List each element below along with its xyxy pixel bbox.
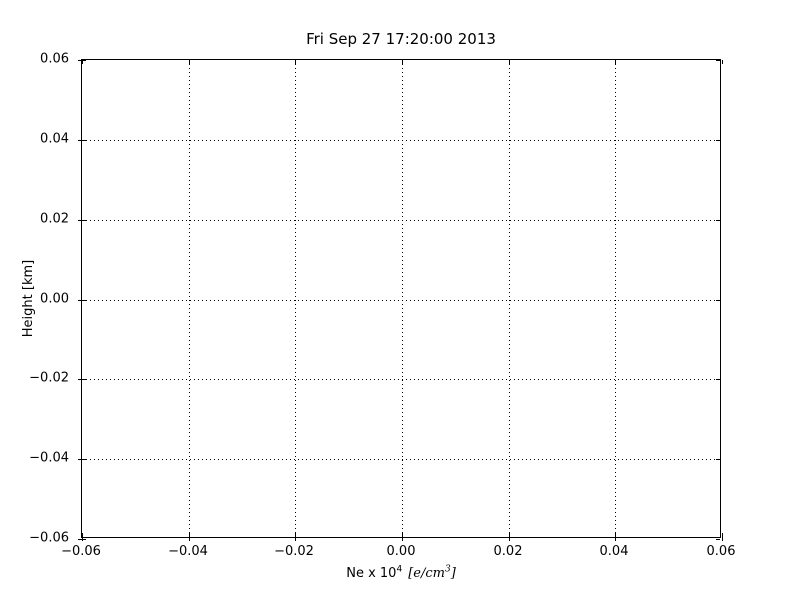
x-tick-mark-inner bbox=[189, 533, 190, 537]
page-title: Fri Sep 27 17:20:00 2013 bbox=[306, 30, 496, 48]
y-tick-mark-inner bbox=[82, 300, 86, 301]
x-tick-mark bbox=[722, 537, 723, 541]
y-tick-label: 0.04 bbox=[40, 131, 69, 147]
y-tick-mark-inner bbox=[82, 60, 86, 61]
y-tick-label: −0.02 bbox=[29, 370, 69, 386]
x-tick-label: 0.04 bbox=[599, 544, 629, 559]
x-axis-label-exponent: 4 bbox=[396, 564, 403, 575]
y-tick-mark bbox=[78, 300, 82, 301]
x-tick-label: −0.04 bbox=[168, 544, 208, 559]
x-tick-mark-top bbox=[82, 60, 83, 64]
x-axis-label-prefix: Ne x 10 bbox=[346, 566, 397, 581]
y-tick-mark-right bbox=[716, 459, 720, 460]
x-tick-mark-top bbox=[509, 60, 510, 64]
x-tick-mark-inner bbox=[722, 533, 723, 537]
y-tick-label: −0.06 bbox=[29, 530, 69, 546]
x-axis-unit-exponent: 3 bbox=[444, 564, 451, 575]
x-tick-mark-inner bbox=[615, 533, 616, 537]
x-tick-label: −0.06 bbox=[61, 544, 101, 559]
x-tick-mark-top bbox=[295, 60, 296, 64]
x-tick-mark-inner bbox=[509, 533, 510, 537]
x-tick-mark bbox=[402, 537, 403, 541]
x-tick-mark-top bbox=[189, 60, 190, 64]
x-tick-mark bbox=[509, 537, 510, 541]
y-tick-mark-inner bbox=[82, 459, 86, 460]
y-tick-label: −0.04 bbox=[29, 450, 69, 466]
y-tick-mark bbox=[78, 60, 82, 61]
x-tick-mark-top bbox=[615, 60, 616, 64]
y-tick-mark-right bbox=[716, 539, 720, 540]
x-axis-label: Ne x 104 [e/cm3] bbox=[81, 565, 721, 582]
x-tick-mark bbox=[615, 537, 616, 541]
x-tick-mark-top bbox=[402, 60, 403, 64]
x-axis-unit-base: e/cm bbox=[413, 566, 445, 581]
y-tick-label: 0.06 bbox=[40, 51, 69, 67]
x-tick-mark-top bbox=[722, 60, 723, 64]
y-tick-label: 0.00 bbox=[40, 291, 69, 307]
y-tick-label: 0.02 bbox=[40, 211, 69, 227]
grid-layer bbox=[82, 60, 722, 539]
y-tick-mark-right bbox=[716, 379, 720, 380]
data-series-layer bbox=[82, 60, 720, 537]
y-tick-mark bbox=[78, 220, 82, 221]
x-tick-label: 0.02 bbox=[493, 544, 523, 559]
y-tick-mark-inner bbox=[82, 379, 86, 380]
x-axis-unit-open: [ bbox=[408, 566, 414, 581]
y-tick-mark-inner bbox=[82, 539, 86, 540]
x-tick-label: 0.06 bbox=[706, 544, 736, 559]
x-axis-unit-close: ] bbox=[450, 566, 456, 581]
y-axis-label: Height [km] bbox=[21, 259, 36, 338]
grid-svg bbox=[82, 60, 722, 539]
y-tick-mark-inner bbox=[82, 220, 86, 221]
x-tick-mark bbox=[295, 537, 296, 541]
plot-area[interactable] bbox=[78, 59, 723, 541]
y-tick-mark bbox=[78, 379, 82, 380]
x-tick-mark-inner bbox=[402, 533, 403, 537]
y-tick-mark bbox=[78, 459, 82, 460]
x-tick-mark-inner bbox=[295, 533, 296, 537]
y-tick-mark bbox=[78, 539, 82, 540]
y-tick-mark-right bbox=[716, 60, 720, 61]
x-tick-mark-inner bbox=[82, 533, 83, 537]
y-tick-mark-right bbox=[716, 140, 720, 141]
y-tick-mark bbox=[78, 140, 82, 141]
y-tick-mark-right bbox=[716, 300, 720, 301]
x-tick-label: −0.02 bbox=[274, 544, 314, 559]
x-tick-label: 0.00 bbox=[386, 544, 416, 559]
x-tick-mark bbox=[189, 537, 190, 541]
y-tick-mark-right bbox=[716, 220, 720, 221]
y-tick-mark-inner bbox=[82, 140, 86, 141]
